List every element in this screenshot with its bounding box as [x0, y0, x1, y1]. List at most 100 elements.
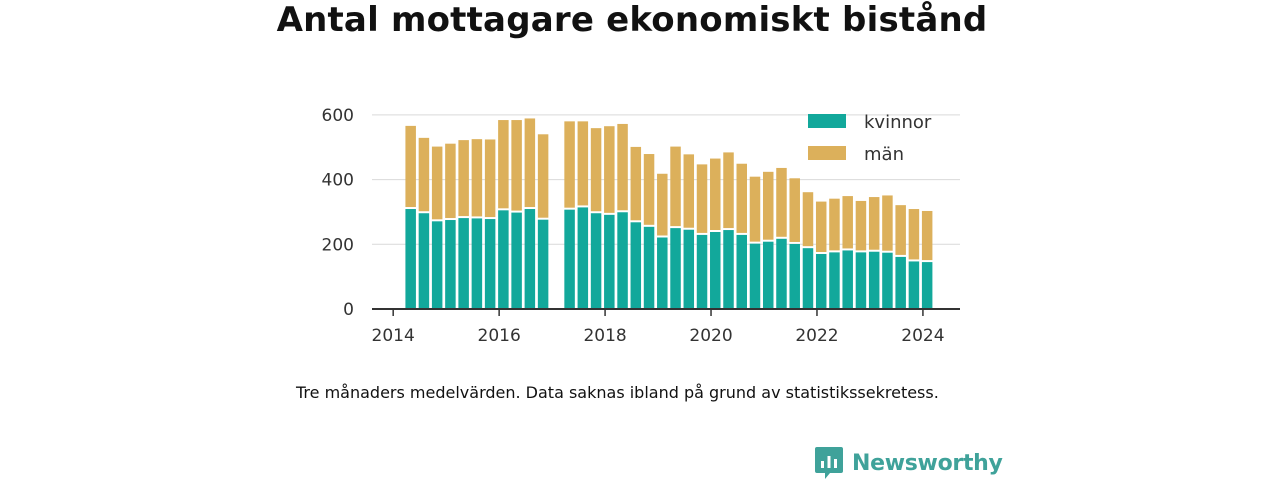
bar-kvinnor: [630, 222, 642, 309]
bar-kvinnor: [418, 213, 430, 309]
bar-man: [762, 171, 774, 240]
bar-kvinnor: [511, 212, 522, 309]
bar-man: [617, 123, 628, 211]
bar-kvinnor: [484, 219, 496, 309]
brand-logo[interactable]: Newsworthy: [814, 446, 1003, 480]
bar-man: [564, 121, 575, 208]
bar-man: [445, 143, 456, 219]
bar-man: [643, 154, 655, 225]
x-tick-label: 2014: [372, 326, 415, 346]
bar-kvinnor: [643, 226, 655, 309]
bar-man: [855, 200, 867, 251]
y-tick-label: 200: [322, 235, 354, 255]
bar-kvinnor: [710, 232, 721, 309]
bar-kvinnor: [564, 209, 575, 309]
chart-note: Tre månaders medelvärden. Data saknas ib…: [296, 383, 939, 402]
brand-name: Newsworthy: [852, 450, 1003, 476]
bar-man: [789, 178, 800, 242]
y-tick-label: 600: [322, 106, 354, 126]
axes: 0 200 400 600 2014 2016 2018 2020 2022 2024: [322, 106, 960, 346]
bar-man: [710, 158, 721, 230]
legend-swatch: [808, 146, 846, 160]
bar-kvinnor: [458, 218, 469, 309]
bar-man: [657, 173, 668, 236]
bar-man: [630, 146, 642, 221]
bar-kvinnor: [829, 252, 840, 309]
legend-swatch: [808, 114, 846, 128]
bar-man: [405, 125, 416, 208]
bar-kvinnor: [842, 250, 853, 309]
bar-man: [471, 139, 483, 217]
bar-kvinnor: [882, 252, 893, 309]
bar-man: [736, 163, 748, 233]
x-tick-label: 2016: [478, 326, 521, 346]
bar-man: [908, 209, 920, 260]
bar-man: [670, 146, 681, 227]
bar-kvinnor: [683, 229, 695, 309]
bar-kvinnor: [736, 234, 748, 309]
x-tick-label: 2024: [901, 326, 944, 346]
x-tick-label: 2018: [583, 326, 626, 346]
legend-label: män: [864, 144, 904, 165]
bar-kvinnor: [604, 214, 615, 309]
bar-kvinnor: [908, 261, 920, 309]
bar-man: [537, 134, 549, 218]
bar-man: [868, 197, 880, 250]
bar-man: [829, 198, 840, 251]
bar-kvinnor: [802, 248, 814, 309]
bar-kvinnor: [471, 218, 483, 309]
bar-kvinnor: [749, 243, 761, 309]
bar-man: [696, 164, 708, 233]
bar-man: [577, 121, 589, 206]
bar-man: [683, 154, 695, 228]
bar-man: [418, 137, 430, 212]
bar-kvinnor: [723, 230, 734, 309]
bar-kvinnor: [789, 243, 800, 309]
bar-kvinnor: [855, 252, 867, 309]
bar-kvinnor: [921, 262, 933, 309]
bar-man: [776, 167, 787, 237]
bar-kvinnor: [696, 234, 708, 309]
bars: [405, 118, 933, 309]
bar-man: [842, 196, 853, 249]
bar-man: [604, 126, 615, 213]
bar-kvinnor: [405, 209, 416, 309]
legend-label: kvinnor: [864, 112, 932, 133]
bar-kvinnor: [868, 251, 880, 309]
bar-man: [458, 140, 469, 217]
bar-man: [498, 120, 509, 209]
y-tick-label: 400: [322, 171, 354, 191]
bar-man: [484, 139, 496, 218]
bar-man: [511, 120, 522, 211]
bar-man: [802, 192, 814, 247]
bar-kvinnor: [524, 209, 536, 309]
bar-kvinnor: [670, 228, 681, 309]
bar-kvinnor: [776, 238, 787, 309]
bar-man: [749, 176, 761, 242]
x-tick-label: 2020: [689, 326, 732, 346]
bar-kvinnor: [445, 220, 456, 309]
chart-title: Antal mottagare ekonomiskt bistånd: [276, 0, 988, 40]
y-tick-label: 0: [343, 300, 354, 320]
bar-man: [882, 195, 893, 251]
bar-man: [815, 201, 827, 252]
bar-kvinnor: [895, 256, 906, 309]
bar-kvinnor: [617, 212, 628, 309]
bar-kvinnor: [537, 219, 549, 309]
bar-man: [723, 152, 734, 229]
bar-kvinnor: [498, 210, 509, 309]
bar-man: [431, 146, 443, 220]
bar-kvinnor: [815, 254, 827, 309]
x-tick-label: 2022: [795, 326, 838, 346]
bar-kvinnor: [657, 237, 668, 309]
bar-man: [524, 118, 536, 208]
bar-kvinnor: [762, 241, 774, 309]
bar-man: [590, 128, 602, 212]
stacked-bar-chart: 0 200 400 600 2014 2016 2018 2020 2022 2024 kvinn…: [322, 106, 960, 346]
bar-man: [895, 205, 906, 255]
bar-chart-speech-bubble-icon: [815, 447, 843, 479]
bar-man: [921, 210, 933, 261]
bar-kvinnor: [431, 221, 443, 309]
legend: kvinnor män: [808, 112, 932, 165]
bar-kvinnor: [590, 213, 602, 309]
